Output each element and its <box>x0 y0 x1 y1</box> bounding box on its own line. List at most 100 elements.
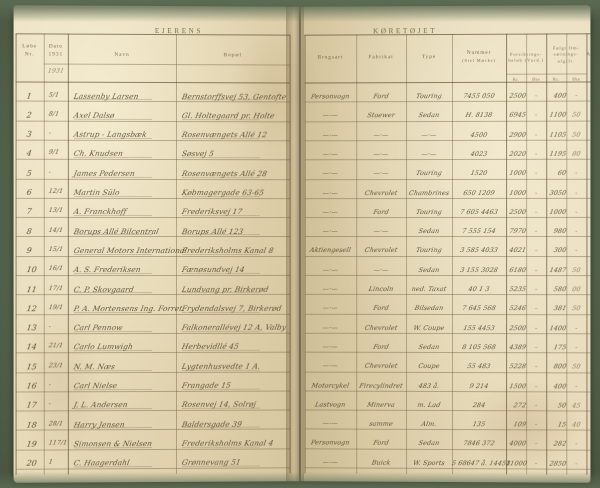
cell-afgift-ore: - <box>574 168 579 177</box>
cell-nummer: 4500 <box>469 130 489 139</box>
right-page-title: KØRETØJET <box>373 27 438 36</box>
cell-nummer: 650 1209 <box>462 188 496 197</box>
cell-forsikring-ore: - <box>534 130 539 139</box>
column-header-line2: 1931 <box>48 51 64 58</box>
cell-dato: 13/1 <box>48 207 64 215</box>
cell-afgift-kr: 1487 <box>548 265 568 274</box>
cell-forsikring-ore: - <box>534 188 539 197</box>
cell-fabrikat: Ford <box>372 342 390 351</box>
cell-forsikring-kr: 4021 <box>508 246 527 255</box>
cell-type: Sedan <box>417 265 441 274</box>
cell-forsikring-ore: - <box>534 343 539 352</box>
column-header-line1: Løbe <box>22 43 38 50</box>
column-header-line1: Bopæl <box>223 52 243 59</box>
cell-lobenr: 10 <box>25 265 38 275</box>
cell-afgift-kr: 175 <box>552 343 568 352</box>
column-header-fabrikat: Fabrikat <box>356 54 406 62</box>
cell-brugsart: —·— <box>322 265 339 274</box>
cell-forsikring-ore: - <box>534 91 539 100</box>
cell-brugsart: —·— <box>322 207 339 216</box>
column-header-navn: Navn <box>68 52 176 60</box>
cell-nummer: 155 4453 <box>462 323 496 332</box>
cell-fabrikat: —·— <box>372 227 390 236</box>
cell-brugsart: Motorcykel <box>310 381 350 390</box>
cell-brugsart: —·— <box>322 111 339 120</box>
cell-forsikring-kr: 1000 <box>508 188 527 197</box>
column-header-line1: Dato <box>48 43 63 50</box>
right-page-table: KØRETØJET Brugsart Fabrikat Type Nummer (Stel… <box>301 5 591 483</box>
cell-lobenr: 15 <box>25 362 38 372</box>
cell-forsikring-ore: - <box>534 149 539 158</box>
cell-type: Bilsedan <box>413 304 445 313</box>
cell-nummer: 8 105 568 <box>461 342 497 352</box>
cell-afgift-kr: 400 <box>552 91 568 100</box>
column-header-line1: Type <box>421 54 437 61</box>
cell-forsikring-kr: 4389 <box>508 343 527 352</box>
cell-type: Touring <box>415 169 443 178</box>
cell-afgift-ore: 50 <box>571 265 582 274</box>
cell-afgift-kr: 60 <box>557 168 568 178</box>
cell-brugsart: —·— <box>322 458 339 467</box>
date-column-year: 1931 <box>47 67 65 75</box>
column-header-anmaerkning: Anmærkning <box>586 52 591 58</box>
cell-forsikring-ore: - <box>534 401 539 410</box>
column-header-forsikring: Forsikrings-beløb (Vurd.) <box>506 52 546 65</box>
column-header-line1: Fabrikat <box>368 54 394 61</box>
cell-afgift-kr: 1000 <box>548 207 568 216</box>
cell-afgift-kr: 1195 <box>548 149 568 158</box>
cell-type: Sedan <box>417 111 441 120</box>
cell-fabrikat: Chevrolet <box>364 188 399 197</box>
column-header-lobenr: Løbe Nr. <box>16 43 44 59</box>
cell-forsikring-kr: 11000 <box>505 458 528 468</box>
cell-fabrikat: Ford <box>372 92 390 101</box>
cell-forsikring-kr: 5235 <box>508 285 527 294</box>
cell-brugsart: Lastvogn <box>314 400 347 409</box>
cell-lobenr: 20 <box>25 458 38 468</box>
cell-forsikring-ore: - <box>534 304 539 313</box>
column-header-line1: Nummer <box>466 49 492 56</box>
cell-type: Chambrines <box>408 188 450 197</box>
cell-fabrikat: Chevrolet <box>364 246 399 255</box>
cell-forsikring-ore: - <box>534 207 539 216</box>
cell-brugsart: Personvogn <box>310 438 351 447</box>
cell-nummer: 7 555 154 <box>461 227 497 236</box>
cell-type: —·— <box>420 130 438 139</box>
column-header-dato: Dato 1931 <box>44 43 68 59</box>
column-header-bopael: Bopæl <box>176 52 290 60</box>
cell-dato: 9/1 <box>48 149 60 157</box>
cell-forsikring-kr: 5246 <box>508 304 527 313</box>
cell-nummer: 284 <box>471 400 487 409</box>
cell-afgift-ore: - <box>574 439 579 449</box>
cell-afgift-ore: - <box>574 227 579 236</box>
cell-forsikring-kr: 272 <box>512 401 527 410</box>
column-header-nummer: Nummer (Stel Mærke) <box>452 50 506 64</box>
cell-forsikring-ore: - <box>534 323 539 332</box>
cell-dato: 117/1 <box>48 439 68 447</box>
cell-nummer: H. 8138 <box>464 111 494 120</box>
cell-nummer: 9 214 <box>468 381 490 390</box>
cell-fabrikat: —·— <box>372 150 390 159</box>
cell-lobenr: 17 <box>25 400 38 410</box>
cell-afgift-ore: - <box>574 381 579 390</box>
cell-afgift-ore: 50 <box>571 130 582 139</box>
cell-lobenr: 14 <box>25 342 38 352</box>
cell-nummer: 5 68647 å. 14453 <box>451 458 512 468</box>
cell-afgift-kr: 580 <box>552 285 568 294</box>
cell-dato: 28/1 <box>48 419 64 428</box>
cell-type: ned. Taxat <box>410 284 448 294</box>
ledger-page-right: KØRETØJET Brugsart Fabrikat Type Nummer (Stel… <box>300 5 591 483</box>
cell-brugsart: —·— <box>322 150 339 159</box>
column-header-brugsart: Brugsart <box>304 54 356 62</box>
cell-anmaerkning: ½ <box>586 150 591 158</box>
cell-afgift-kr: 2850 <box>548 459 568 468</box>
cell-dato: 5/1 <box>48 91 60 99</box>
cell-forsikring-kr: 6945 <box>508 111 527 120</box>
cell-brugsart: —·— <box>322 323 339 332</box>
cell-afgift-kr: 300 <box>552 246 568 255</box>
cell-forsikring-ore: - <box>534 246 539 255</box>
left-page-title: EJERENS <box>154 26 204 36</box>
cell-dato: 15/1 <box>48 245 64 253</box>
cell-afgift-ore: - <box>574 246 579 255</box>
cell-dato: 12/1 <box>48 187 64 195</box>
cell-afgift-ore: 45 <box>571 401 582 410</box>
